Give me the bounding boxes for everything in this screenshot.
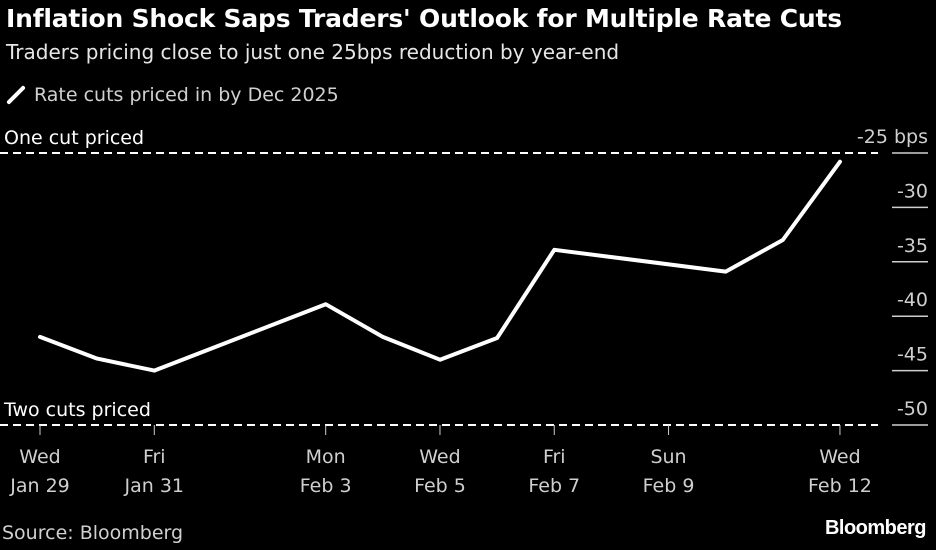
x-tick-date: Jan 31 [124,475,185,497]
reference-label: Two cuts priced [3,399,151,421]
x-tick-weekday: Wed [19,446,60,468]
y-tick-label: -25 bps [857,126,928,148]
x-tick-weekday: Fri [143,446,166,468]
x-tick-date: Feb 12 [808,475,872,497]
legend-label: Rate cuts priced in by Dec 2025 [34,84,339,106]
x-tick-date: Feb 5 [414,475,466,497]
x-tick-date: Feb 7 [528,475,580,497]
chart-title: Inflation Shock Saps Traders' Outlook fo… [6,4,842,33]
bloomberg-logo: Bloomberg [824,517,927,539]
x-tick-date: Jan 29 [9,475,70,497]
x-tick-weekday: Wed [819,446,860,468]
x-tick-weekday: Mon [306,446,346,468]
x-tick-weekday: Fri [543,446,566,468]
chart-subtitle: Traders pricing close to just one 25bps … [6,40,620,64]
y-tick-label: -40 [897,289,928,311]
reference-label: One cut priced [4,127,144,149]
y-tick-label: -50 [897,398,928,420]
source-note: Source: Bloomberg [2,522,184,544]
x-tick-weekday: Wed [419,446,460,468]
y-tick-label: -45 [897,344,928,366]
y-tick-label: -30 [897,180,928,202]
x-tick-weekday: Sun [650,446,686,468]
legend: Rate cuts priced in by Dec 2025 [6,84,339,106]
y-tick-label: -35 [897,235,928,257]
x-tick-date: Feb 3 [300,475,352,497]
x-tick-date: Feb 9 [643,475,695,497]
series-line [38,159,842,373]
